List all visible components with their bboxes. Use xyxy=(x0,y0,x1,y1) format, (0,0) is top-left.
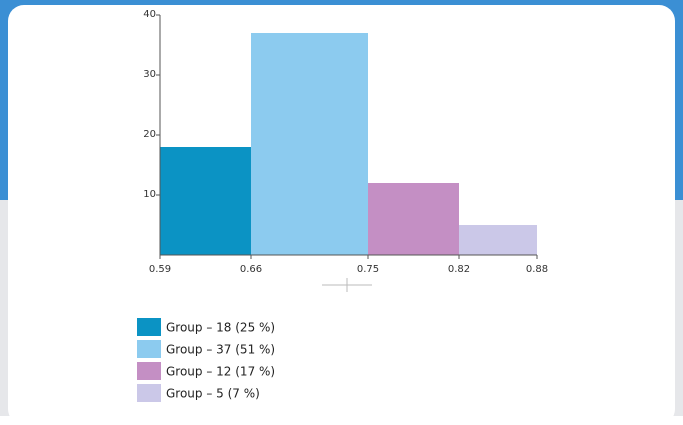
y-tick-label: 40 xyxy=(143,9,156,20)
legend-swatch xyxy=(137,318,161,336)
page: 10 20 30 40 0.59 0.66 0.75 0.82 0.88 Group – 18 (… xyxy=(0,0,683,416)
legend-label: Group – 37 (51 %) xyxy=(166,343,275,357)
drag-handle[interactable] xyxy=(322,278,372,292)
legend-swatch xyxy=(137,340,161,358)
legend-swatch xyxy=(137,362,161,380)
legend-label: Group – 5 (7 %) xyxy=(166,387,260,401)
y-tick-label: 20 xyxy=(143,129,156,140)
x-tick-label: 0.82 xyxy=(448,264,470,275)
x-tick-label: 0.66 xyxy=(240,264,262,275)
bar xyxy=(459,225,537,255)
x-tick-label: 0.75 xyxy=(357,264,379,275)
legend-label: Group – 12 (17 %) xyxy=(166,365,275,379)
y-tick-label: 30 xyxy=(143,69,156,80)
bar xyxy=(251,33,368,255)
bar xyxy=(160,147,251,255)
legend-label: Group – 18 (25 %) xyxy=(166,321,275,335)
x-tick-label: 0.59 xyxy=(149,264,171,275)
legend-swatch xyxy=(137,384,161,402)
chart: 10 20 30 40 0.59 0.66 0.75 0.82 0.88 Group – 18 (… xyxy=(137,9,548,402)
bar xyxy=(368,183,459,255)
y-tick-label: 10 xyxy=(143,189,156,200)
x-tick-label: 0.88 xyxy=(526,264,548,275)
